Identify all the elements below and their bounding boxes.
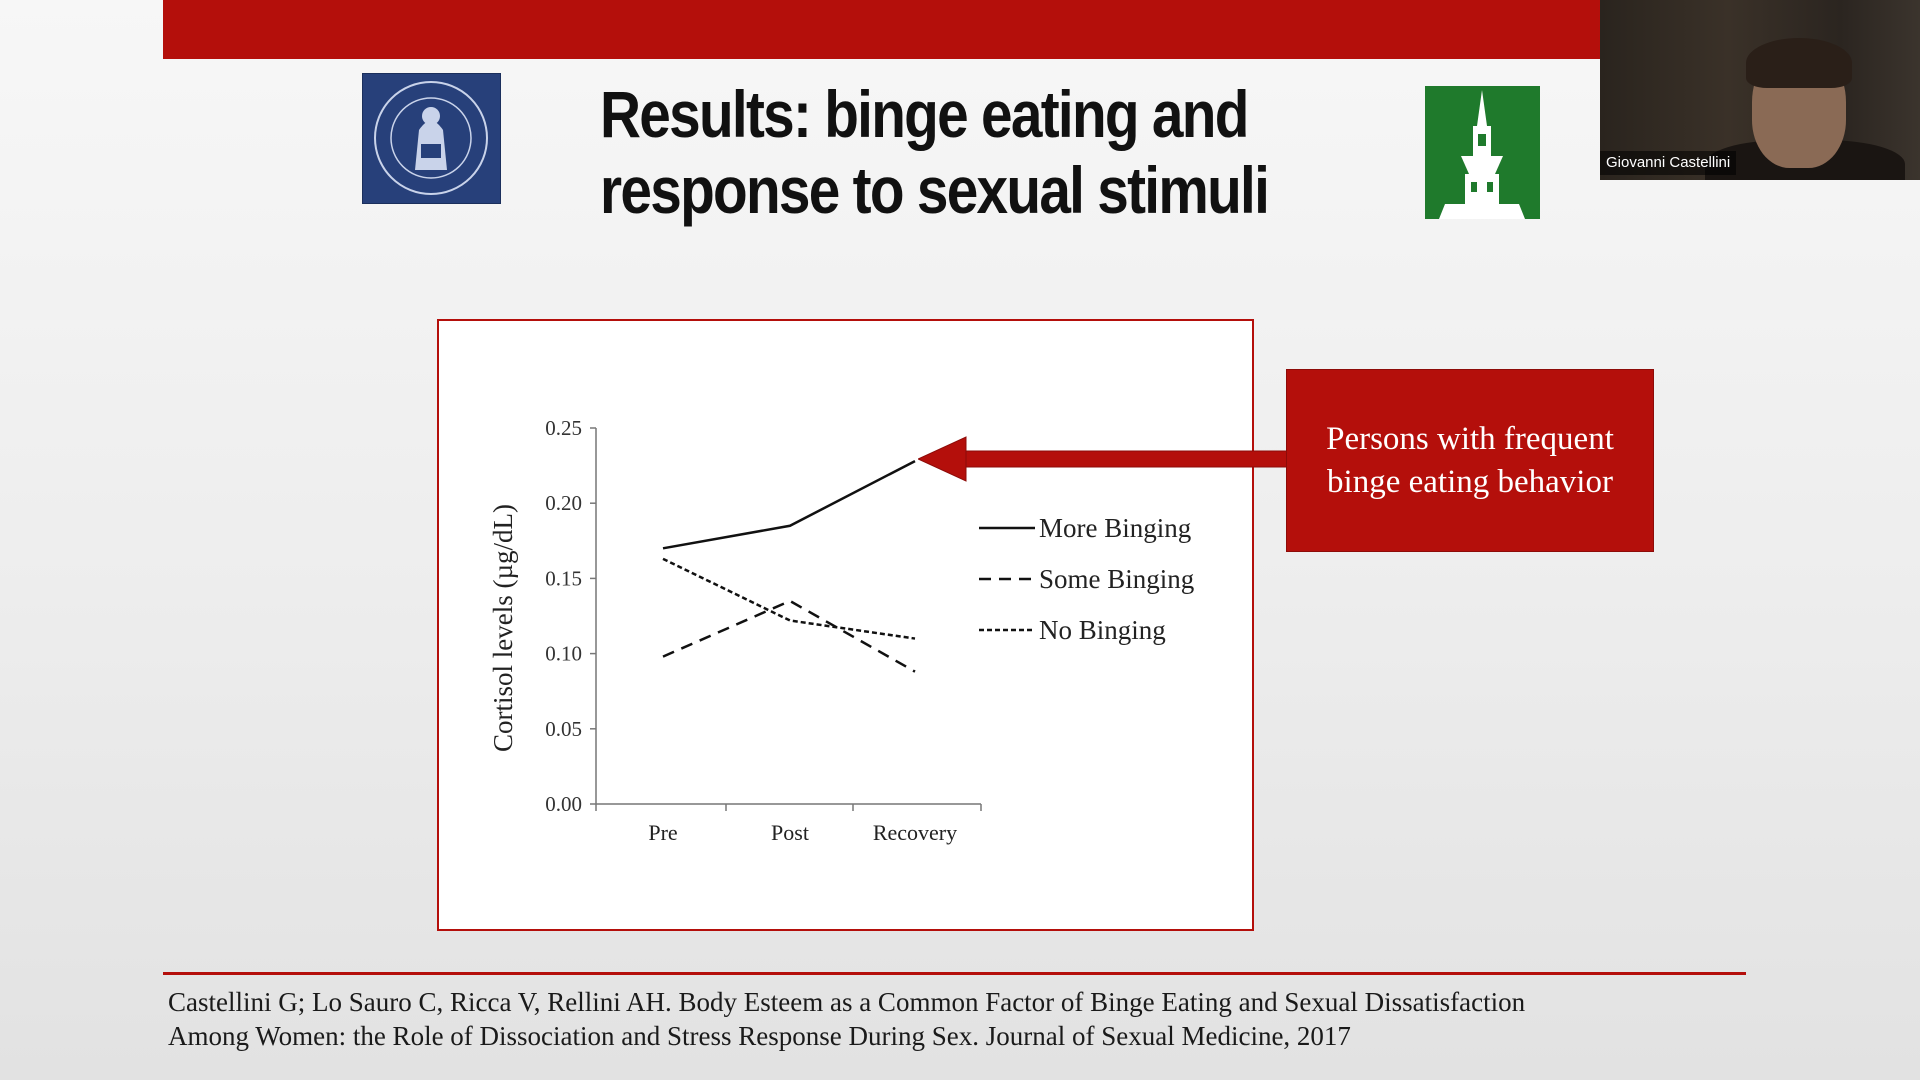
y-tick-label: 0.25	[545, 416, 582, 440]
y-tick-label: 0.00	[545, 792, 582, 816]
legend-label-3: No Binging	[1039, 615, 1166, 645]
series-line-1	[662, 459, 916, 550]
citation: Castellini G; Lo Sauro C, Ricca V, Relli…	[168, 985, 1788, 1053]
callout-line-2: binge eating behavior	[1327, 463, 1613, 500]
callout-box: Persons with frequent binge eating behav…	[1286, 369, 1654, 552]
chart-frame: 0.00 0.05 0.10 0.15 0.20 0.25 Pre Post Recovery C…	[437, 319, 1254, 931]
y-tick-label: 0.15	[545, 566, 582, 590]
series-line-3	[662, 557, 916, 640]
series-line-2	[662, 599, 916, 673]
participant-video-tile[interactable]: Giovanni Castellini	[1600, 0, 1920, 180]
slide-title: Results: binge eating and response to se…	[600, 76, 1270, 228]
top-accent-bar	[163, 0, 1600, 59]
cortisol-line-chart: 0.00 0.05 0.10 0.15 0.20 0.25 Pre Post Recovery C…	[488, 416, 1194, 845]
participant-hair	[1746, 38, 1852, 88]
tower-building-icon	[1439, 90, 1525, 219]
x-tick-label: Recovery	[873, 820, 957, 845]
y-axis-label: Cortisol levels (µg/dL)	[488, 504, 518, 752]
y-tick-label: 0.20	[545, 491, 582, 515]
x-tick-label: Pre	[648, 820, 677, 845]
y-tick-label: 0.05	[545, 717, 582, 741]
slide-title-line-1: Results: binge eating and	[600, 77, 1249, 151]
legend-label-1: More Binging	[1039, 513, 1191, 543]
callout-arrow-icon	[918, 436, 1288, 482]
callout-line-1: Persons with frequent	[1326, 420, 1614, 457]
university-seal-logo	[362, 73, 501, 204]
citation-line-2: Among Women: the Role of Dissociation an…	[168, 1021, 1351, 1051]
citation-divider	[163, 972, 1746, 975]
x-tick-label: Post	[771, 820, 809, 845]
university-seal-icon	[374, 81, 488, 195]
y-tick-label: 0.10	[545, 642, 582, 666]
citation-line-1: Castellini G; Lo Sauro C, Ricca V, Relli…	[168, 987, 1526, 1017]
legend-label-2: Some Binging	[1039, 564, 1194, 594]
tower-logo	[1425, 86, 1540, 219]
slide-title-line-2: response to sexual stimuli	[600, 153, 1270, 227]
participant-name-label: Giovanni Castellini	[1600, 151, 1737, 175]
